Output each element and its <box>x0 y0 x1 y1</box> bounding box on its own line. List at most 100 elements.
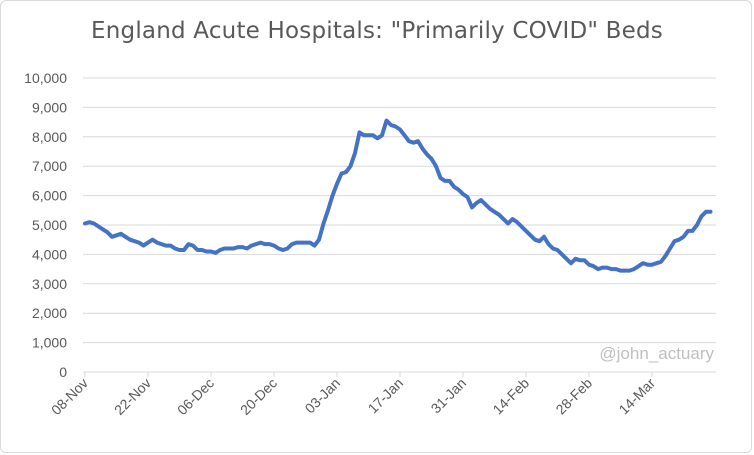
data-point-75 <box>421 147 423 149</box>
watermark-annotation: @john_actuary <box>599 344 714 363</box>
data-point-115 <box>601 266 603 268</box>
data-point-128 <box>660 261 662 263</box>
data-point-25 <box>196 249 198 251</box>
data-point-22 <box>183 249 185 251</box>
data-point-73 <box>412 142 414 144</box>
data-point-53 <box>322 222 324 224</box>
data-point-120 <box>624 269 626 271</box>
data-point-78 <box>435 165 437 167</box>
data-point-28 <box>210 250 212 252</box>
data-point-131 <box>673 240 675 242</box>
data-point-101 <box>538 240 540 242</box>
data-point-11 <box>133 240 135 242</box>
data-point-133 <box>682 236 684 238</box>
x-axis-ticks <box>84 372 653 377</box>
y-tick-label-9000: 9,000 <box>32 99 67 115</box>
x-tick-label-31-Jan: 31-Jan <box>428 375 470 417</box>
data-point-12 <box>138 241 140 243</box>
data-point-26 <box>201 249 203 251</box>
data-point-66 <box>381 134 383 136</box>
data-point-62 <box>363 134 365 136</box>
data-point-86 <box>471 206 473 208</box>
x-tick-label-06-Dec: 06-Dec <box>174 375 217 418</box>
data-point-80 <box>444 180 446 182</box>
data-point-100 <box>534 239 536 241</box>
data-point-48 <box>300 241 302 243</box>
data-point-2 <box>93 222 95 224</box>
data-point-108 <box>570 262 572 264</box>
data-point-113 <box>592 265 594 267</box>
data-point-18 <box>165 244 167 246</box>
x-tick-label-22-Nov: 22-Nov <box>111 375 154 418</box>
data-point-46 <box>291 243 293 245</box>
data-point-93 <box>502 218 504 220</box>
data-point-125 <box>646 264 648 266</box>
data-point-70 <box>399 128 401 130</box>
data-point-17 <box>160 243 162 245</box>
data-point-90 <box>489 208 491 210</box>
data-point-49 <box>304 241 306 243</box>
data-point-13 <box>142 244 144 246</box>
data-point-14 <box>147 241 149 243</box>
data-point-32 <box>228 247 230 249</box>
data-point-110 <box>579 259 581 261</box>
data-point-63 <box>367 134 369 136</box>
data-point-8 <box>120 233 122 235</box>
data-point-59 <box>349 165 351 167</box>
y-tick-label-6000: 6,000 <box>32 188 67 204</box>
data-point-102 <box>543 236 545 238</box>
data-point-106 <box>561 253 563 255</box>
y-tick-label-4000: 4,000 <box>32 246 67 262</box>
data-point-52 <box>318 239 320 241</box>
x-tick-label-14-Mar: 14-Mar <box>615 375 658 418</box>
data-point-24 <box>192 244 194 246</box>
data-point-104 <box>552 247 554 249</box>
data-point-112 <box>588 264 590 266</box>
data-point-77 <box>430 158 432 160</box>
y-tick-label-5000: 5,000 <box>32 217 67 233</box>
data-point-33 <box>232 247 234 249</box>
x-tick-label-08-Nov: 08-Nov <box>48 375 91 418</box>
data-point-60 <box>354 152 356 154</box>
data-point-136 <box>696 224 698 226</box>
data-point-89 <box>484 203 486 205</box>
data-point-71 <box>403 134 405 136</box>
chart-title: England Acute Hospitals: "Primarily COVI… <box>91 18 663 44</box>
data-point-50 <box>309 241 311 243</box>
data-point-117 <box>610 268 612 270</box>
data-point-139 <box>709 211 711 213</box>
data-point-118 <box>615 268 617 270</box>
x-tick-label-17-Jan: 17-Jan <box>365 375 407 417</box>
data-point-135 <box>691 230 693 232</box>
data-point-57 <box>340 172 342 174</box>
y-tick-label-0: 0 <box>59 364 67 380</box>
data-point-44 <box>282 249 284 251</box>
data-point-41 <box>268 243 270 245</box>
data-point-74 <box>417 140 419 142</box>
data-point-129 <box>664 255 666 257</box>
y-tick-label-7000: 7,000 <box>32 158 67 174</box>
data-point-121 <box>628 269 630 271</box>
data-point-83 <box>457 189 459 191</box>
data-point-23 <box>187 243 189 245</box>
data-point-47 <box>295 241 297 243</box>
data-point-20 <box>174 247 176 249</box>
data-point-37 <box>250 244 252 246</box>
data-point-82 <box>453 186 455 188</box>
data-point-123 <box>637 265 639 267</box>
data-point-35 <box>241 246 243 248</box>
data-point-39 <box>259 241 261 243</box>
y-axis-labels: 0 1,000 2,000 3,000 4,000 5,000 6,000 7,000 8,00… <box>24 70 67 380</box>
data-point-6 <box>111 236 113 238</box>
x-tick-label-03-Jan: 03-Jan <box>302 375 344 417</box>
data-point-67 <box>385 119 387 121</box>
x-tick-label-28-Feb: 28-Feb <box>552 375 595 418</box>
data-point-92 <box>498 214 500 216</box>
data-point-97 <box>520 225 522 227</box>
data-point-10 <box>129 239 131 241</box>
data-point-72 <box>408 140 410 142</box>
data-point-19 <box>169 244 171 246</box>
data-point-31 <box>223 247 225 249</box>
data-point-51 <box>313 244 315 246</box>
